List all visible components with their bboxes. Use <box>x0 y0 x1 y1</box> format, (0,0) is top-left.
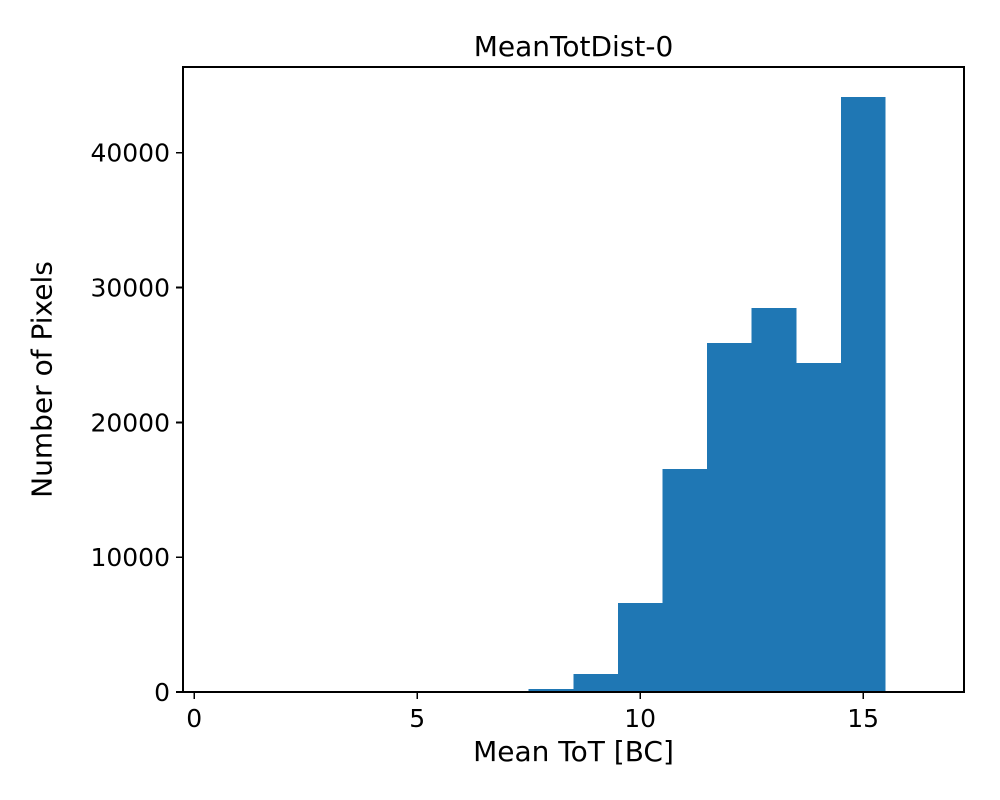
y-tick-label: 30000 <box>90 274 170 303</box>
y-tick-label: 20000 <box>90 408 170 437</box>
y-tick-label: 40000 <box>90 139 170 168</box>
y-tick-label: 0 <box>154 678 170 707</box>
bars-group <box>528 96 886 692</box>
chart-title: MeanTotDist-0 <box>474 30 674 63</box>
y-tick-label: 10000 <box>90 543 170 572</box>
histogram-bar <box>707 342 752 692</box>
x-axis-label: Mean ToT [BC] <box>473 735 674 768</box>
plot-border <box>182 66 965 693</box>
x-tick-label: 15 <box>847 704 879 733</box>
histogram-bar <box>840 96 886 692</box>
histogram-bar <box>751 307 797 692</box>
histogram-bar <box>617 603 663 692</box>
histogram-bar <box>573 674 618 692</box>
x-tick-label: 0 <box>186 704 202 733</box>
y-axis-ticks: 0 10000 20000 30000 40000 <box>90 139 183 707</box>
histogram-bar <box>528 689 574 692</box>
histogram-bar <box>662 468 708 692</box>
x-tick-label: 5 <box>409 704 425 733</box>
histogram-bar <box>796 362 841 692</box>
y-axis-label: Number of Pixels <box>26 261 59 498</box>
x-tick-label: 10 <box>624 704 656 733</box>
x-axis-ticks: 0 5 10 15 <box>186 692 879 733</box>
